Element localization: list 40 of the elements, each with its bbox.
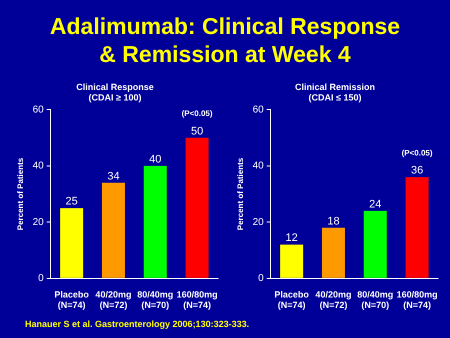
- y-tick-label: 0: [38, 273, 44, 284]
- x-tick-label: 40/20mg (N=72): [95, 289, 132, 310]
- y-axis-title: Percent of Patients: [236, 157, 246, 230]
- y-tick-label: 0: [258, 273, 264, 284]
- data-label: 50: [190, 125, 204, 138]
- chart-subtitle: Clinical Remission (CDAI ≤ 150): [294, 82, 376, 103]
- y-tick-label: 20: [252, 216, 264, 228]
- y-tick-label: 40: [32, 160, 44, 172]
- bar: [364, 210, 387, 278]
- annotation: (P<0.05): [402, 148, 433, 158]
- x-tick-label: 40/20mg (N=72): [315, 289, 352, 310]
- text: Hanauer S et al. Gastroenterology 2006;130:323-333.: [25, 319, 250, 329]
- y-tick-label: 60: [252, 104, 264, 116]
- bar: [102, 182, 125, 278]
- chart-subtitle: Clinical Response (CDAI ≥ 100): [76, 82, 154, 103]
- y-axis-title: Percent of Patients: [16, 157, 26, 230]
- bar: [144, 166, 167, 278]
- x-tick-label: 80/40mg (N=70): [357, 289, 394, 310]
- data-label: 24: [369, 198, 382, 210]
- annotation: (P<0.05): [182, 108, 213, 118]
- bar: [186, 138, 209, 278]
- y-tick-label: 20: [32, 216, 44, 228]
- data-label: 40: [149, 153, 162, 166]
- bar: [280, 244, 304, 278]
- x-tick-label: 80/40mg (N=70): [137, 289, 174, 310]
- bar: [60, 208, 84, 278]
- bar: [406, 177, 429, 278]
- data-label: 18: [327, 215, 340, 228]
- bar: [322, 228, 345, 278]
- y-tick-label: 40: [252, 160, 264, 172]
- data-label: 36: [410, 164, 424, 177]
- x-tick-label: 160/80mg (N=74): [396, 289, 438, 310]
- data-label: 34: [107, 170, 120, 182]
- y-tick-label: 60: [32, 104, 44, 116]
- x-tick-label: 160/80mg (N=74): [176, 289, 218, 310]
- x-tick-label: Placebo (N=74): [54, 289, 90, 310]
- data-label: 12: [286, 232, 298, 244]
- data-label: 25: [66, 196, 78, 208]
- chart-title: Adalimumab: Clinical Response & Remission at Week 4: [48, 12, 402, 68]
- x-tick-label: Placebo (N=74): [274, 289, 310, 310]
